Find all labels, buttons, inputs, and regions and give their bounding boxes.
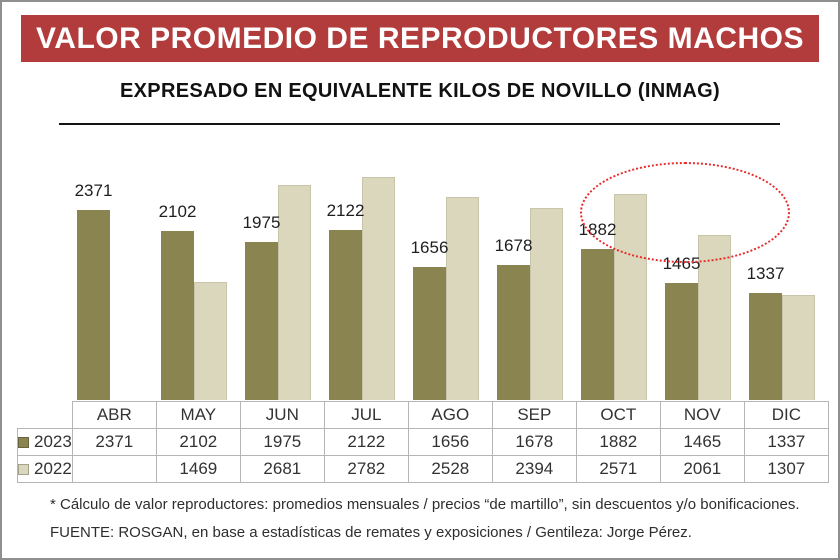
bar-2023-ago bbox=[413, 267, 446, 400]
bar-group-may: 2102 bbox=[152, 132, 236, 400]
divider-line bbox=[59, 123, 780, 125]
legend-swatch-2022 bbox=[18, 464, 29, 475]
value-cell-2022-may: 1469 bbox=[155, 455, 241, 483]
table-row-2023: 2023 2371 2102 1975 2122 1656 1678 1882 1465 1337 bbox=[17, 428, 829, 456]
value-cell-2023-ago: 1656 bbox=[407, 428, 493, 456]
legend-label-2022: 2022 bbox=[34, 459, 72, 478]
footnote-calculation: * Cálculo de valor reproductores: promed… bbox=[50, 496, 800, 513]
table-corner-cell bbox=[18, 402, 73, 429]
title-band: VALOR PROMEDIO DE REPRODUCTORES MACHOS bbox=[21, 15, 819, 62]
value-cell-2023-jul: 2122 bbox=[323, 428, 409, 456]
bar-group-sep: 1678 bbox=[488, 132, 572, 400]
value-cell-2023-oct: 1882 bbox=[575, 428, 661, 456]
value-cell-2023-abr: 2371 bbox=[71, 428, 157, 456]
footnotes: * Cálculo de valor reproductores: promed… bbox=[50, 491, 800, 547]
month-header-jul: JUL bbox=[323, 401, 409, 429]
bar-group-ago: 1656 bbox=[404, 132, 488, 400]
value-cell-2023-sep: 1678 bbox=[491, 428, 577, 456]
bar-2022-nov bbox=[698, 235, 731, 400]
month-header-dic: DIC bbox=[743, 401, 829, 429]
bar-2022-jun bbox=[278, 185, 311, 400]
table-row-2022: 2022 1469 2681 2782 2528 2394 2571 2061 1307 bbox=[17, 455, 829, 483]
bar-group-dic: 1337 bbox=[740, 132, 824, 400]
bar-2022-dic bbox=[782, 295, 815, 400]
bar-2023-jul bbox=[329, 230, 362, 400]
bar-2023-nov bbox=[665, 283, 698, 400]
footnote-source: FUENTE: ROSGAN, en base a estadísticas d… bbox=[50, 524, 692, 541]
bar-2023-may bbox=[161, 231, 194, 400]
bar-2022-may bbox=[194, 282, 227, 400]
legend-cell-2022: 2022 bbox=[17, 455, 73, 483]
month-header-ago: AGO bbox=[407, 401, 493, 429]
bar-value-label-dic: 1337 bbox=[746, 264, 785, 283]
bar-2022-jul bbox=[362, 177, 395, 400]
month-header-nov: NOV bbox=[659, 401, 745, 429]
bar-2023-oct bbox=[581, 249, 614, 400]
legend-swatch-2023 bbox=[18, 437, 29, 448]
value-cell-2022-jul: 2782 bbox=[323, 455, 409, 483]
legend-cell-2023: 2023 bbox=[17, 428, 73, 456]
month-header-may: MAY bbox=[155, 401, 241, 429]
value-cell-2023-jun: 1975 bbox=[239, 428, 325, 456]
value-cell-2022-jun: 2681 bbox=[239, 455, 325, 483]
value-cell-2022-sep: 2394 bbox=[491, 455, 577, 483]
value-cell-2023-may: 2102 bbox=[155, 428, 241, 456]
bar-value-label-sep: 1678 bbox=[494, 236, 533, 255]
plot-area: 2371 2102 1975 2122 1656 1678 1882 1465 1337 bbox=[68, 132, 824, 400]
data-table: ABR MAY JUN JUL AGO SEP OCT NOV DIC 2023 2371 2102 1… bbox=[17, 401, 829, 483]
value-cell-2022-ago: 2528 bbox=[407, 455, 493, 483]
value-cell-2023-dic: 1337 bbox=[743, 428, 829, 456]
page-title: VALOR PROMEDIO DE REPRODUCTORES MACHOS bbox=[36, 22, 804, 55]
value-cell-2022-oct: 2571 bbox=[575, 455, 661, 483]
month-header-jun: JUN bbox=[239, 401, 325, 429]
bar-group-nov: 1465 bbox=[656, 132, 740, 400]
table-header-row: ABR MAY JUN JUL AGO SEP OCT NOV DIC bbox=[18, 401, 829, 429]
bar-value-label-abr: 2371 bbox=[74, 181, 113, 200]
bar-2023-abr bbox=[77, 210, 110, 400]
bar-value-label-ago: 1656 bbox=[410, 238, 449, 257]
bar-group-jul: 2122 bbox=[320, 132, 404, 400]
bar-value-label-jun: 1975 bbox=[242, 213, 281, 232]
bar-group-abr: 2371 bbox=[68, 132, 152, 400]
value-cell-2022-nov: 2061 bbox=[659, 455, 745, 483]
bar-2023-sep bbox=[497, 265, 530, 400]
month-header-sep: SEP bbox=[491, 401, 577, 429]
chart-subtitle: EXPRESADO EN EQUIVALENTE KILOS DE NOVILL… bbox=[120, 80, 720, 102]
bar-value-label-jul: 2122 bbox=[326, 201, 365, 220]
bar-2022-sep bbox=[530, 208, 563, 400]
bar-group-jun: 1975 bbox=[236, 132, 320, 400]
legend-label-2023: 2023 bbox=[34, 432, 72, 451]
month-header-abr: ABR bbox=[71, 401, 157, 429]
bar-value-label-may: 2102 bbox=[158, 202, 197, 221]
month-header-oct: OCT bbox=[575, 401, 661, 429]
bar-2023-jun bbox=[245, 242, 278, 400]
value-cell-2023-nov: 1465 bbox=[659, 428, 745, 456]
value-cell-2022-abr bbox=[71, 455, 157, 483]
bar-2022-ago bbox=[446, 197, 479, 400]
highlight-ellipse bbox=[580, 162, 790, 263]
value-cell-2022-dic: 1307 bbox=[743, 455, 829, 483]
bar-2023-dic bbox=[749, 293, 782, 400]
